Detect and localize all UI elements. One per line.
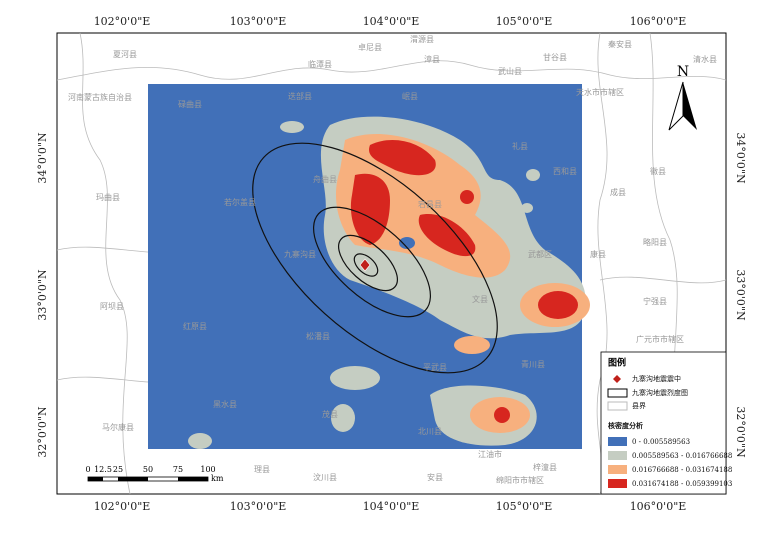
place-label: 碌曲县 xyxy=(178,99,202,109)
place-label: 略阳县 xyxy=(643,237,667,247)
place-label: 礼县 xyxy=(512,141,528,151)
x-axis-label: 104°0'0"E xyxy=(363,15,420,28)
place-label: 宁强县 xyxy=(643,296,667,306)
place-label: 清水县 xyxy=(693,54,717,64)
scale-unit: km xyxy=(211,474,224,483)
place-label: 梓潼县 xyxy=(533,462,557,472)
scale-label: 25 xyxy=(113,465,123,474)
x-axis-label: 102°0'0"E xyxy=(94,15,151,28)
intensity-ellipses xyxy=(252,142,498,374)
place-label: 红原县 xyxy=(183,321,207,331)
scale-label: 12.5 xyxy=(94,465,112,474)
y-axis-label: 33°0'0"N xyxy=(734,269,747,321)
x-axis-label: 105°0'0"E xyxy=(496,500,553,513)
place-label: 渭源县 xyxy=(410,34,434,44)
place-label: 成县 xyxy=(610,187,626,197)
place-label: 若尔盖县 xyxy=(224,197,256,207)
place-label: 宕昌县 xyxy=(418,199,442,209)
place-label: 松潘县 xyxy=(306,331,330,341)
legend-class: 0.005589563 - 0.016766688 xyxy=(632,452,732,460)
scale-label: 100 xyxy=(200,465,215,474)
place-label: 秦安县 xyxy=(608,39,632,49)
x-axis-label: 104°0'0"E xyxy=(363,500,420,513)
place-label: 广元市市辖区 xyxy=(636,334,684,344)
place-label: 玛曲县 xyxy=(96,192,120,202)
scale-label: 75 xyxy=(173,465,183,474)
x-axis-label: 102°0'0"E xyxy=(94,500,151,513)
place-label: 马尔康县 xyxy=(102,422,134,432)
place-label: 徽县 xyxy=(650,166,666,176)
legend-subtitle: 核密度分析 xyxy=(608,421,643,430)
place-label: 天水市市辖区 xyxy=(576,87,624,97)
place-label: 北川县 xyxy=(418,427,442,436)
x-axis-label: 105°0'0"E xyxy=(496,15,553,28)
legend-class: 0.016766688 - 0.031674188 xyxy=(632,466,732,474)
x-axis-label: 103°0'0"E xyxy=(230,500,287,513)
scale-label: 0 xyxy=(85,465,90,474)
north-label: N xyxy=(677,64,689,80)
y-axis-label: 34°0'0"N xyxy=(734,132,747,184)
place-label: 甘谷县 xyxy=(543,52,567,62)
place-label: 河南蒙古族自治县 xyxy=(68,92,132,102)
place-label: 康县 xyxy=(590,249,606,259)
x-axis-label: 103°0'0"E xyxy=(230,15,287,28)
place-label: 安县 xyxy=(427,472,443,482)
place-label: 黑水县 xyxy=(213,399,237,409)
scale-label: 50 xyxy=(143,465,153,474)
legend-class: 0 - 0.005589563 xyxy=(632,438,690,446)
place-label: 青川县 xyxy=(521,359,545,369)
place-label: 岷县 xyxy=(402,92,418,101)
place-label: 阿坝县 xyxy=(100,302,124,311)
place-label: 江油市 xyxy=(478,449,502,459)
x-axis-label: 106°0'0"E xyxy=(630,15,687,28)
y-axis-label: 33°0'0"N xyxy=(36,269,49,321)
place-label: 漳县 xyxy=(424,54,440,64)
place-label: 临潭县 xyxy=(308,59,332,69)
legend-title: 图例 xyxy=(608,357,626,369)
place-label: 理县 xyxy=(254,465,270,474)
place-label: 武山县 xyxy=(498,66,522,76)
place-label: 平武县 xyxy=(423,362,447,372)
place-label: 舟曲县 xyxy=(313,174,337,184)
place-label: 茂县 xyxy=(322,409,338,419)
place-label: 九寨沟县 xyxy=(284,249,316,259)
legend: 图例 九寨沟地震震中 九寨沟地震烈度图 县界 核密度分析 0 - 0.00558… xyxy=(600,351,732,495)
place-label: 绵阳市市辖区 xyxy=(496,475,544,485)
x-axis-label: 106°0'0"E xyxy=(630,500,687,513)
place-label: 卓尼县 xyxy=(358,42,382,52)
north-arrow: N xyxy=(668,64,697,131)
y-axis-label: 32°0'0"N xyxy=(36,406,49,458)
place-label: 西和县 xyxy=(553,167,577,176)
density-red xyxy=(350,140,578,423)
place-label: 文县 xyxy=(472,294,488,304)
place-label: 汶川县 xyxy=(313,472,337,482)
legend-item: 九寨沟地震烈度图 xyxy=(632,388,688,397)
place-label: 迭部县 xyxy=(288,91,312,101)
epicenter xyxy=(359,258,371,272)
place-label: 夏河县 xyxy=(113,49,137,59)
legend-item: 县界 xyxy=(632,402,646,410)
density-hole xyxy=(399,237,415,249)
legend-class: 0.031674188 - 0.059399103 xyxy=(632,480,732,488)
y-axis-label: 32°0'0"N xyxy=(734,406,747,458)
place-label: 武都区 xyxy=(528,249,552,259)
legend-item: 九寨沟地震震中 xyxy=(632,374,681,383)
y-axis-label: 34°0'0"N xyxy=(36,132,49,184)
